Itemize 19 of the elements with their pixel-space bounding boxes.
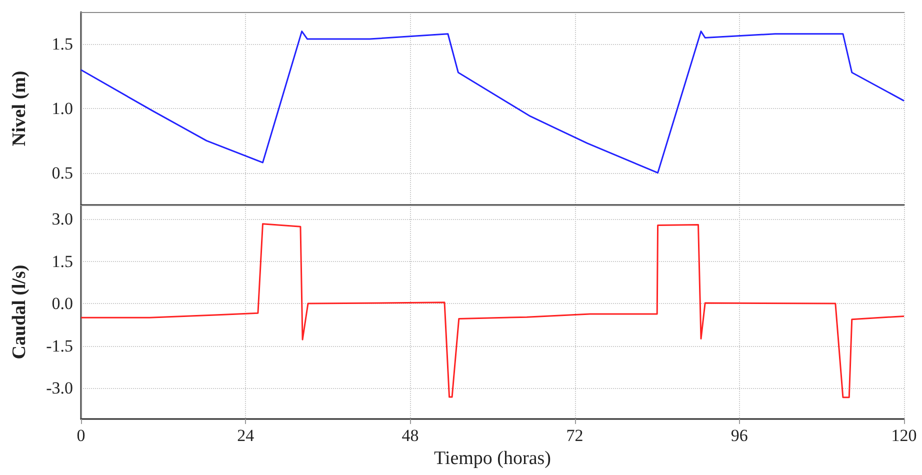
x-axis-title: Tiempo (horas) (434, 448, 551, 469)
y-tick-label: 1.0 (52, 99, 73, 118)
y-tick-label: -1.5 (46, 336, 73, 356)
x-tick-label: 0 (76, 426, 86, 445)
y-axis-title: Caudal (l/s) (9, 264, 30, 360)
x-tick-label: 120 (891, 426, 917, 445)
x-tick-label: 96 (730, 426, 748, 445)
y-axis-title: Nivel (m) (9, 70, 30, 146)
line-series (80, 223, 905, 398)
y-tick-label: 1.5 (52, 252, 73, 271)
y-tick-label: 0.5 (52, 163, 73, 182)
x-tick-label: 24 (237, 426, 255, 445)
y-tick-label: 3.0 (52, 210, 73, 229)
y-tick-label: 0.0 (52, 294, 73, 314)
x-tick-label: 48 (402, 426, 419, 445)
line-series (80, 30, 905, 174)
x-tick-label: 72 (566, 426, 584, 445)
y-tick-label: 1.5 (52, 34, 73, 54)
y-tick-label: -3.0 (46, 378, 73, 398)
